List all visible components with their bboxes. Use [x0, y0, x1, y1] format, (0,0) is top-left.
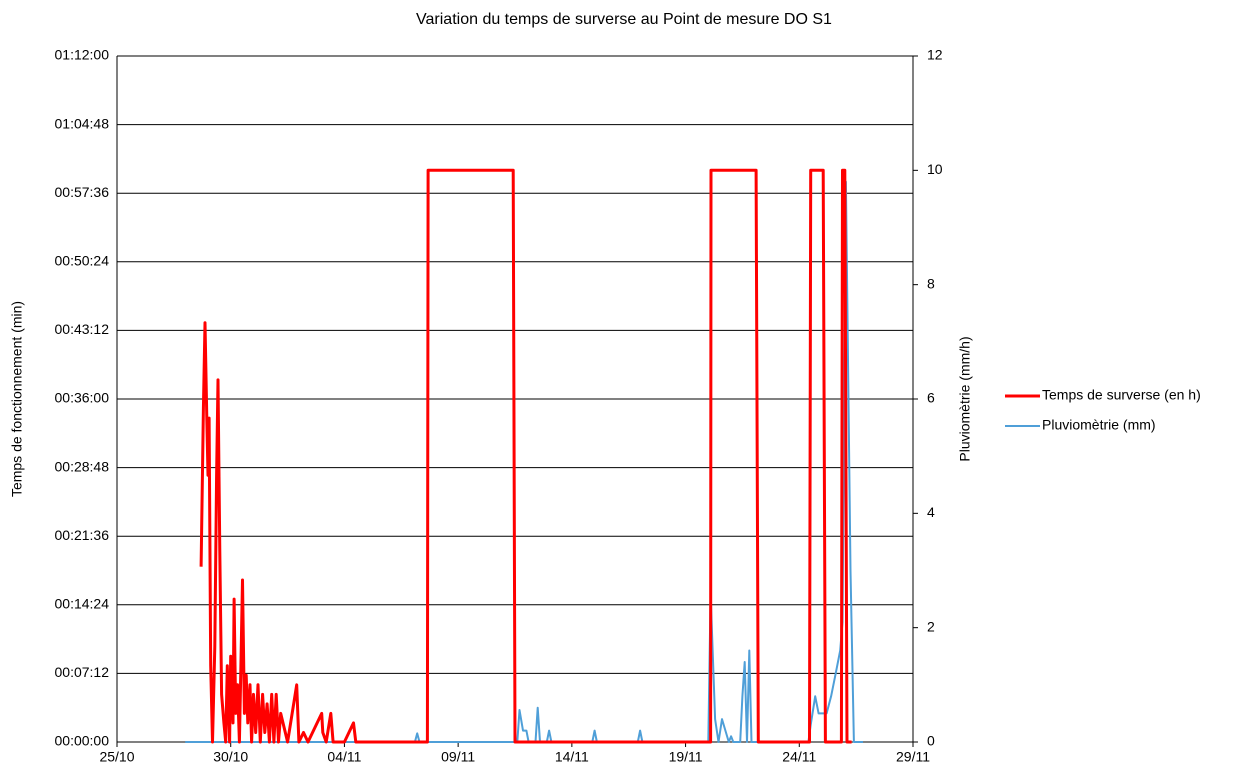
y-tick-label: 01:12:00 [55, 47, 110, 63]
legend-label: Temps de surverse (en h) [1042, 387, 1201, 403]
y-tick-label: 01:04:48 [55, 115, 110, 131]
x-tick-label: 09/11 [441, 749, 475, 765]
chart-title: Variation du temps de surverse au Point … [416, 11, 832, 28]
x-tick-label: 14/11 [555, 749, 589, 765]
y2-tick-label: 10 [927, 161, 943, 177]
y2-tick-label: 6 [927, 390, 935, 406]
y-tick-label: 00:50:24 [55, 253, 110, 269]
x-tick-label: 30/10 [213, 749, 248, 765]
y-tick-label: 00:36:00 [55, 390, 110, 406]
y-tick-label: 00:07:12 [55, 664, 110, 680]
x-tick-label: 04/11 [327, 749, 361, 765]
y2-tick-label: 4 [927, 504, 935, 520]
x-tick-label: 29/11 [896, 749, 930, 765]
y-tick-label: 00:21:36 [55, 527, 110, 543]
series-line [199, 168, 852, 744]
x-tick-label: 19/11 [669, 749, 703, 765]
y-tick-label: 00:57:36 [55, 184, 110, 200]
y2-axis-label: Pluviomètrie (mm/h) [957, 336, 973, 461]
y2-tick-label: 2 [927, 618, 935, 634]
y-tick-label: 00:14:24 [55, 596, 110, 612]
y2-tick-label: 12 [927, 47, 943, 63]
x-tick-label: 24/11 [782, 749, 816, 765]
y2-tick-label: 8 [927, 275, 935, 291]
series-line [185, 180, 863, 743]
y2-tick-label: 0 [927, 733, 935, 749]
y-axis-label: Temps de fonctionnement (min) [9, 301, 25, 497]
y-tick-label: 00:43:12 [55, 321, 110, 337]
y-tick-label: 00:00:00 [55, 733, 110, 749]
x-tick-label: 25/10 [99, 749, 134, 765]
legend-label: Pluviomètrie (mm) [1042, 417, 1156, 433]
y-tick-label: 00:28:48 [55, 458, 110, 474]
